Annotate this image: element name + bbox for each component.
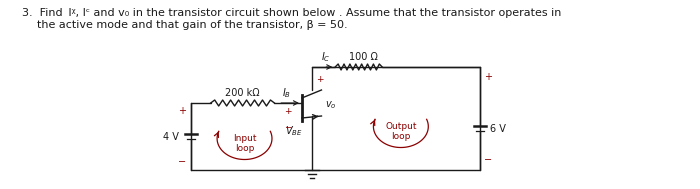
Text: $I_C$: $I_C$	[321, 50, 330, 64]
Text: −: −	[484, 155, 492, 165]
Text: −: −	[178, 157, 186, 167]
Text: $I_B$: $I_B$	[282, 86, 291, 100]
Text: 4 V: 4 V	[164, 132, 179, 142]
Text: 100 Ω: 100 Ω	[349, 52, 378, 62]
Text: Input
loop: Input loop	[233, 134, 256, 153]
Text: +: +	[178, 106, 186, 116]
Text: 6 V: 6 V	[490, 123, 506, 133]
Text: +: +	[316, 74, 324, 84]
Text: Output
loop: Output loop	[385, 122, 416, 141]
Text: $v_o$: $v_o$	[326, 99, 337, 111]
Text: +: +	[484, 72, 492, 82]
Text: +: +	[284, 106, 292, 115]
Text: −: −	[284, 122, 292, 132]
Text: 3.  Find  Iᵡ, Iᶜ and v₀ in the transistor circuit shown below . Assume that the : 3. Find Iᵡ, Iᶜ and v₀ in the transistor …	[22, 8, 561, 18]
Text: 200 kΩ: 200 kΩ	[225, 88, 260, 98]
Text: the active mode and that gain of the transistor, β = 50.: the active mode and that gain of the tra…	[37, 20, 348, 30]
Text: $V_{BE}$: $V_{BE}$	[285, 125, 303, 138]
